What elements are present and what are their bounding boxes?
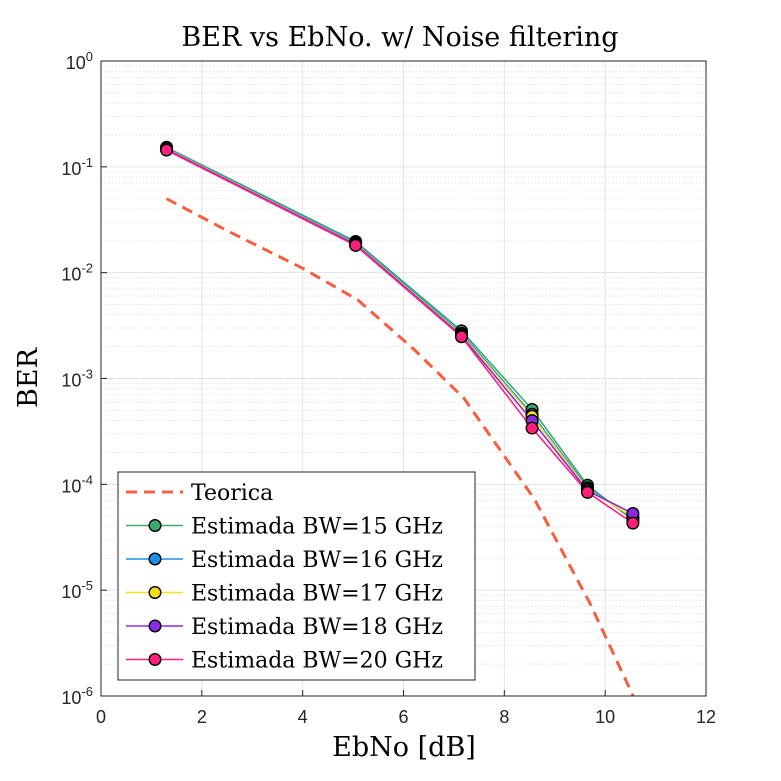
y-tick-label: 10-1 <box>61 155 93 179</box>
x-tick-label: 10 <box>595 707 615 727</box>
chart-title: BER vs EbNo. w/ Noise filtering <box>181 22 618 53</box>
series-group <box>160 140 640 696</box>
x-tick-label: 4 <box>298 707 308 727</box>
legend-swatch-marker <box>148 552 162 566</box>
series-layer <box>160 140 640 696</box>
y-tick-label: 100 <box>66 49 93 73</box>
legend: Teorica Estimada BW=15 GHz Estimada BW=16 … <box>117 471 476 681</box>
legend-swatch-marker <box>148 586 162 600</box>
y-tick-label: 10-2 <box>61 261 93 285</box>
series-line-5 <box>166 149 634 524</box>
series-line-0 <box>165 197 635 696</box>
data-point <box>626 516 640 530</box>
x-tick-label: 12 <box>696 707 716 727</box>
x-tick-label: 8 <box>499 707 509 727</box>
legend-swatch-marker <box>148 519 162 533</box>
x-tick-label: 2 <box>197 707 207 727</box>
data-point <box>581 485 595 499</box>
y-tick-label: 10-6 <box>61 684 93 708</box>
y-tick-label: 10-3 <box>61 367 93 391</box>
y-tick-label: 10-5 <box>61 578 93 602</box>
legend-swatch-marker <box>148 619 162 633</box>
legend-swatch-marker <box>148 653 162 667</box>
y-axis-label: BER <box>13 347 44 408</box>
data-point <box>349 238 363 252</box>
data-point <box>160 143 174 157</box>
legend-label: Estimada BW=18 GHz <box>191 615 443 640</box>
legend-label: Teorica <box>191 481 273 506</box>
legend-label: Estimada BW=16 GHz <box>191 548 443 573</box>
series-line-4 <box>166 148 634 515</box>
y-tick-label: 10-4 <box>61 472 93 496</box>
series-line-1 <box>166 146 634 521</box>
x-axis-label: EbNo [dB] <box>332 732 476 763</box>
legend-box <box>117 471 476 681</box>
series-line-2 <box>166 147 634 519</box>
legend-label: Estimada BW=20 GHz <box>191 649 443 674</box>
ticks: 0 2 4 6 8 10 12 100 10-1 10-2 10-3 10-4 10-5 10-6 <box>61 49 716 727</box>
legend-label: Estimada BW=17 GHz <box>191 582 443 607</box>
x-tick-label: 0 <box>96 707 106 727</box>
legend-label: Estimada BW=15 GHz <box>191 515 443 540</box>
data-point <box>454 330 468 344</box>
x-tick-label: 6 <box>398 707 408 727</box>
data-point <box>525 421 539 435</box>
